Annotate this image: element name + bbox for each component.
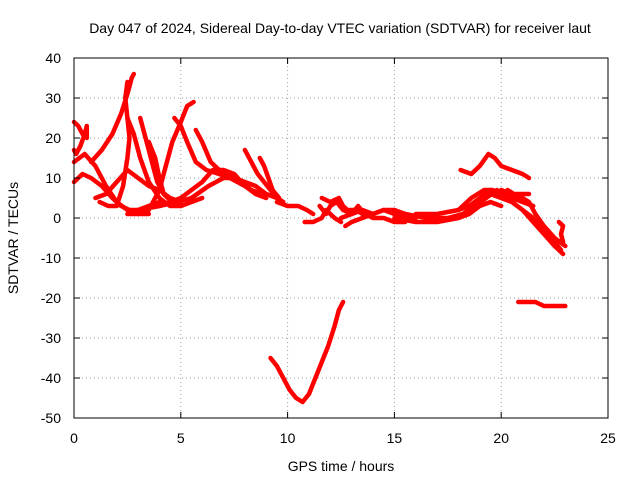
y-tick-label: -40 — [41, 370, 61, 386]
y-tick-label: 30 — [45, 90, 61, 106]
series-arc-30 — [458, 151, 532, 181]
chart-title: Day 047 of 2024, Sidereal Day-to-day VTE… — [89, 20, 591, 36]
series-arc-13 — [157, 175, 280, 209]
series-arc-28 — [488, 191, 566, 257]
y-tick-label: 20 — [45, 130, 61, 146]
y-axis-label: SDTVAR / TECUs — [5, 182, 21, 294]
series-arc-08 — [125, 115, 205, 209]
series-arc-04 — [88, 71, 137, 165]
x-tick-label: 15 — [387, 430, 403, 446]
y-tick-label: -30 — [41, 330, 61, 346]
series-arc-34 — [268, 299, 346, 405]
grid-lines — [74, 58, 608, 418]
y-tick-label: 10 — [45, 170, 61, 186]
plot-frame — [73, 57, 609, 419]
series-arc-26 — [413, 187, 536, 217]
y-tick-label: 0 — [53, 210, 61, 226]
series-arc-24 — [392, 199, 504, 225]
plot-area — [71, 71, 568, 405]
y-tick-label: 40 — [45, 50, 61, 66]
y-tick-label: -50 — [41, 410, 61, 426]
series-arc-10 — [125, 99, 196, 217]
series-arc-05 — [97, 79, 132, 209]
x-axis-label: GPS time / hours — [288, 458, 395, 474]
series-arc-16 — [257, 155, 282, 201]
series-arc-14 — [135, 167, 269, 213]
axis-ticks: 0 5 10 15 20 25 -50 -40 -30 -20 -10 0 10 20 30 40 — [41, 50, 616, 446]
series-arc-31 — [505, 187, 532, 197]
x-tick-label: 25 — [600, 430, 616, 446]
x-tick-label: 0 — [70, 430, 78, 446]
series-arc-23 — [338, 203, 408, 225]
y-tick-label: -10 — [41, 250, 61, 266]
series-arc-33 — [516, 299, 568, 309]
x-tick-label: 5 — [177, 430, 185, 446]
series-arc-17 — [274, 199, 316, 217]
x-tick-label: 10 — [280, 430, 296, 446]
y-tick-label: -20 — [41, 290, 61, 306]
series-arc-32 — [556, 219, 566, 245]
series-arc-09 — [146, 139, 175, 205]
series-arc-01 — [71, 119, 90, 157]
series-arc-19 — [317, 199, 354, 217]
x-tick-label: 20 — [493, 430, 509, 446]
